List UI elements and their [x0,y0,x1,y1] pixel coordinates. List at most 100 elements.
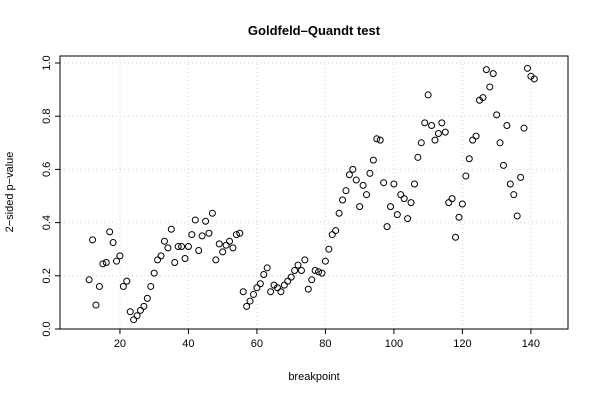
data-point [386,203,394,211]
data-point [465,155,473,163]
data-point [219,248,227,256]
data-point [226,237,234,245]
data-point [212,256,220,264]
data-point [130,316,138,324]
data-point [184,243,192,251]
data-point [291,266,299,274]
data-point [489,70,497,78]
data-point [400,195,408,203]
data-point [510,191,518,199]
data-point [503,122,511,130]
data-point [297,266,305,274]
x-axis-label: breakpoint [288,371,339,383]
data-point [222,241,230,249]
data-point [263,264,271,272]
data-point [332,227,340,235]
data-point [448,195,456,203]
data-point [167,225,175,233]
data-point [232,231,240,239]
data-point [342,187,350,195]
plot-frame [59,55,569,330]
data-point [205,229,213,237]
data-point [150,269,158,277]
data-point [431,136,439,144]
x-tick-label: 40 [182,338,194,350]
data-point [493,111,501,119]
data-point [352,176,360,184]
y-tick-label: 0.4 [41,215,53,230]
x-axis: 20 40 60 80 100 120 140 [114,328,540,350]
data-point [513,212,521,220]
data-point [315,268,323,276]
data-point [479,94,487,102]
data-point [428,122,436,130]
data-point [301,256,309,264]
data-point [339,196,347,204]
data-point [154,256,162,264]
data-point [404,215,412,223]
data-point [85,276,93,284]
data-point [376,136,384,144]
data-point [325,245,333,253]
data-point [95,282,103,290]
data-point [390,180,398,188]
x-tick-label: 60 [251,338,263,350]
data-point [116,252,124,260]
data-point [260,270,268,278]
data-point [318,269,326,277]
data-point [380,179,388,187]
data-point [273,284,281,292]
grid [60,56,568,330]
data-point [140,302,148,310]
data-point [472,132,480,140]
x-tick-label: 20 [114,338,126,350]
data-point [89,236,97,244]
data-point [452,233,460,241]
y-axis: 0.0 0.2 0.4 0.6 0.8 1.0 [41,55,61,337]
data-point [345,171,353,179]
data-point [195,247,203,255]
data-point [434,129,442,137]
data-point [410,180,418,188]
data-point [530,75,538,83]
data-point [308,276,316,284]
data-point [92,301,100,309]
data-point [397,191,405,199]
data-point [486,83,494,91]
data-point [126,308,134,316]
y-axis-label: 2−sided p−value [4,152,16,233]
data-point [99,260,107,268]
data-point [366,169,374,177]
data-point [215,240,223,248]
data-point [287,273,295,281]
data-point [280,281,288,289]
data-point [414,153,422,161]
data-point [369,156,377,164]
data-point [499,161,507,169]
data-point [462,172,470,180]
data-point [321,257,329,265]
data-point [157,252,165,260]
data-point [284,277,292,285]
data-point [445,199,453,207]
data-point [407,199,415,207]
x-tick-label: 80 [319,338,331,350]
data-point [393,211,401,219]
data-point [113,257,121,265]
data-point [239,288,247,296]
data-point [482,66,490,74]
data-point [311,266,319,274]
x-tick-label: 120 [453,338,471,350]
data-point [106,228,114,236]
data-point [441,128,449,136]
y-tick-label: 0.2 [41,268,53,283]
data-point [267,288,275,296]
data-point [363,191,371,199]
y-tick-label: 1.0 [41,55,53,70]
data-point [246,297,254,305]
data-point [294,261,302,269]
data-point [229,244,237,252]
data-point [356,203,364,211]
data-point [119,282,127,290]
data-point [236,229,244,237]
